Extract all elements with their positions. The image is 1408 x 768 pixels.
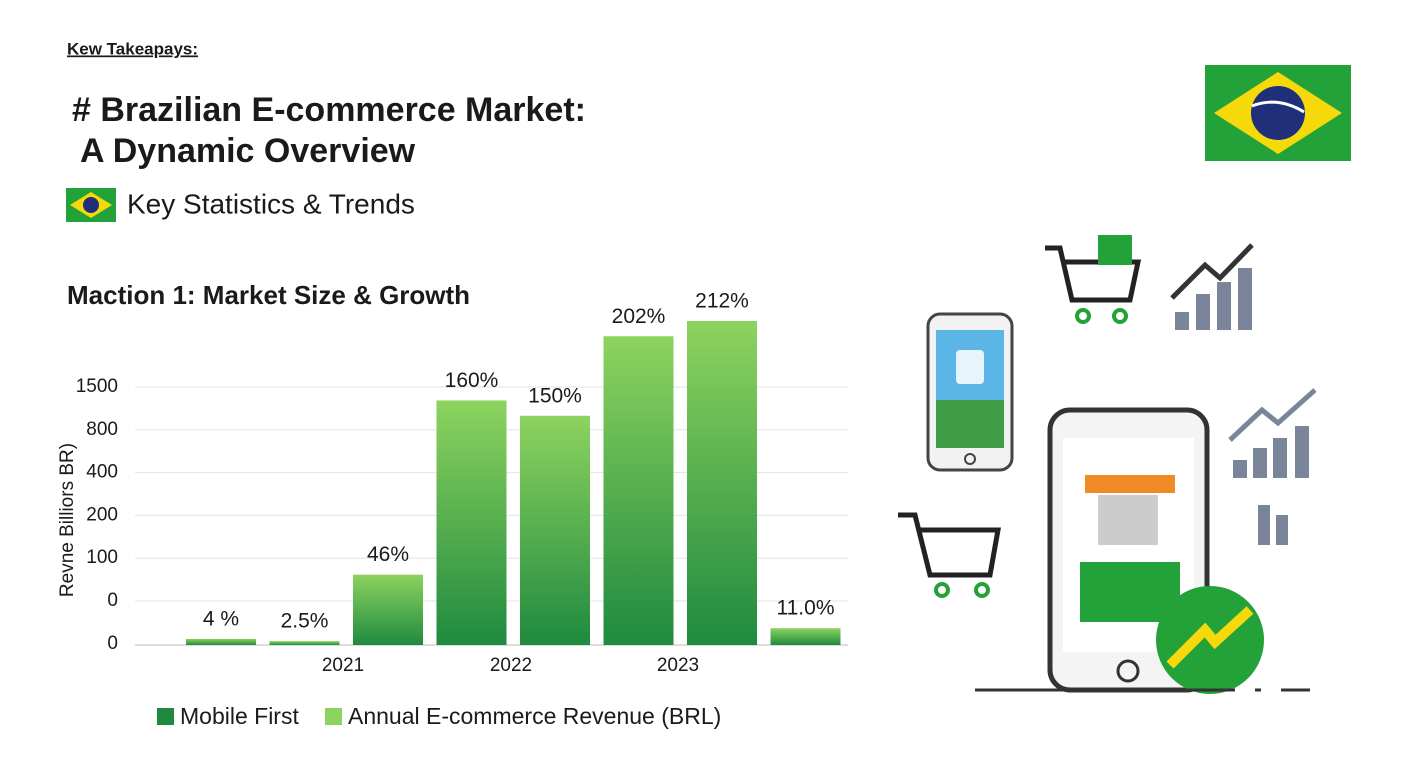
bar: [520, 415, 590, 645]
value-label: 150%: [528, 384, 582, 407]
value-label: 2.5%: [281, 610, 329, 633]
flag-small: [66, 188, 116, 222]
bar: [269, 641, 340, 645]
bar: [436, 400, 507, 645]
y-tick-label: 200: [86, 504, 118, 525]
flag-large: [1205, 65, 1351, 161]
title: # Brazilian E-commerce Market:: [72, 91, 586, 129]
title: A Dynamic Overview: [80, 132, 416, 170]
value-label: 11.0%: [777, 597, 835, 620]
chart-title: Maction 1: Market Size & Growth: [67, 280, 470, 310]
x-tick-label: 2023: [657, 655, 699, 676]
legend-swatch: [157, 708, 174, 725]
y-tick-label: 1500: [76, 376, 118, 397]
illustration: [898, 235, 1317, 694]
eyebrow: Kew Takeapays:: [67, 39, 198, 58]
legend-label: Mobile First: [180, 703, 299, 729]
bar: [770, 628, 841, 645]
legend-label: Annual E-commerce Revenue (BRL): [348, 703, 721, 729]
value-label: 202%: [612, 305, 666, 328]
y-tick-label: 100: [86, 547, 118, 568]
y-tick-label: 0: [107, 633, 118, 654]
legend-swatch: [325, 708, 342, 725]
bar: [603, 336, 674, 645]
bar: [353, 574, 423, 645]
bar: [186, 638, 256, 645]
value-label: 46%: [367, 543, 409, 566]
y-tick-label: 0: [107, 590, 118, 611]
y-axis-label: Revne Billiors BR): [57, 443, 78, 597]
y-tick-label: 400: [86, 462, 118, 483]
bar: [687, 321, 757, 645]
x-tick-label: 2021: [322, 655, 364, 676]
x-tick-label: 2022: [490, 655, 532, 676]
subtitle: Key Statistics & Trends: [127, 188, 415, 219]
y-tick-label: 800: [86, 419, 118, 440]
value-label: 4 %: [203, 607, 239, 630]
value-label: 212%: [695, 290, 749, 313]
value-label: 160%: [445, 369, 499, 392]
